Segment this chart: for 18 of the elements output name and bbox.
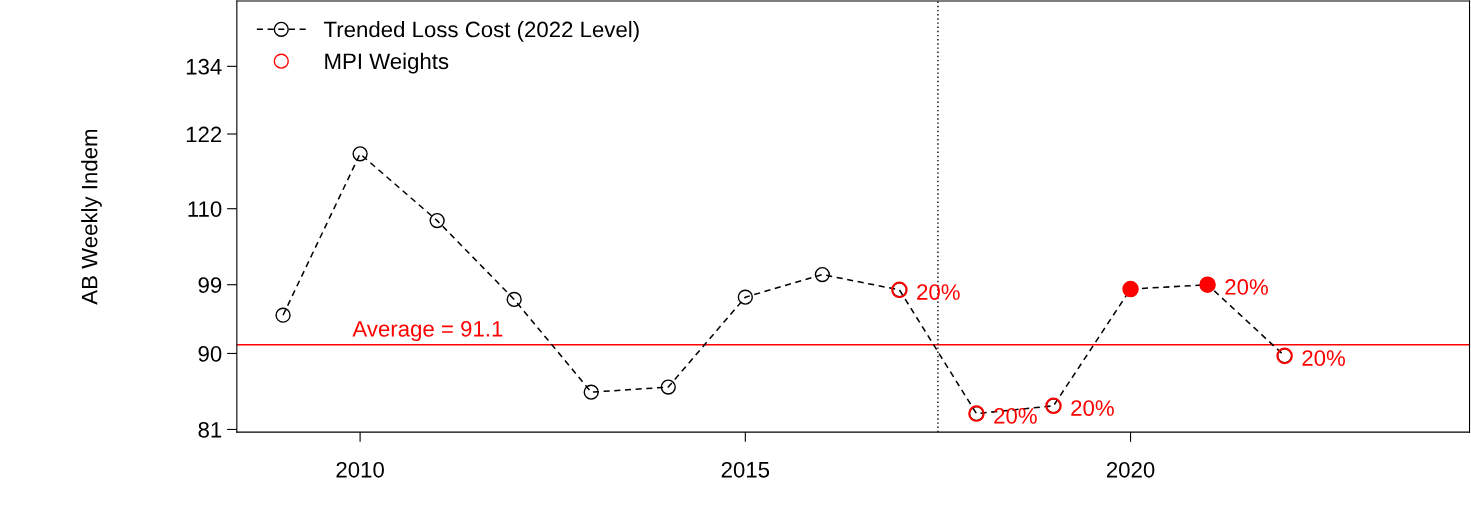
y-axis-title: AB Weekly Indem — [81, 129, 102, 305]
legend-label: MPI Weights — [325, 52, 449, 74]
annotation: 20% — [1071, 400, 1114, 416]
annotation: 20% — [994, 408, 1037, 424]
y-tick-label: 81 — [198, 422, 222, 438]
annotation: 20% — [1302, 350, 1345, 366]
y-tick-label: 134 — [186, 58, 222, 75]
x-tick-label: 2010 — [336, 461, 384, 478]
annotation: 20% — [917, 284, 960, 300]
x-tick-label: 2015 — [721, 461, 770, 478]
x-tick-label: 2020 — [1106, 461, 1155, 478]
y-tick-label: 99 — [198, 277, 222, 293]
legend-label: Trended Loss Cost (2022 Level) — [324, 21, 639, 42]
ref-line-label: Average = 91.1 — [352, 320, 503, 342]
y-tick-label: 122 — [186, 126, 222, 143]
y-tick-label: 90 — [198, 346, 222, 362]
annotation: 20% — [1225, 279, 1268, 295]
y-tick-label: 110 — [188, 201, 222, 217]
